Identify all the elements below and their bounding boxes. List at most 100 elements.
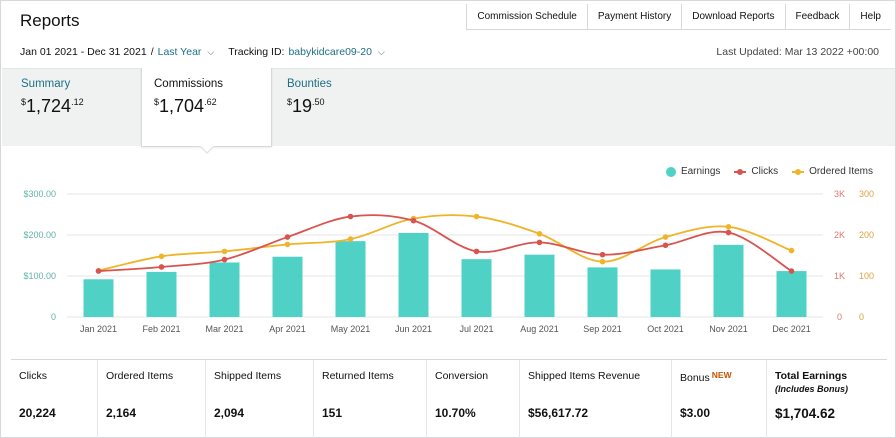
tracking-id-select[interactable]: babykidcare09-20 bbox=[288, 46, 372, 58]
left-tick-label: 0 bbox=[51, 312, 56, 322]
x-tick-label: Aug 2021 bbox=[520, 324, 559, 334]
tile-label: Commissions bbox=[154, 78, 224, 90]
ordered-items-point bbox=[284, 241, 291, 248]
metric-label: Bonus NEW bbox=[680, 370, 732, 384]
download-reports-link[interactable]: Download Reports bbox=[682, 4, 786, 29]
filter-bar: Jan 01 2021 - Dec 31 2021 / Last Year ⌵ … bbox=[20, 46, 385, 58]
chart-legend: Earnings Clicks Ordered Items bbox=[665, 166, 873, 177]
last-updated: Last Updated: Mar 13 2022 +00:00 bbox=[716, 46, 879, 58]
metric-value: $3.00 bbox=[680, 406, 711, 420]
earnings-bar bbox=[461, 259, 492, 317]
tracking-label: Tracking ID: bbox=[228, 46, 285, 58]
period-select[interactable]: Last Year bbox=[157, 46, 202, 58]
metric-returned-items: Returned Items 151 bbox=[314, 360, 427, 438]
top-links: Commission Schedule Payment History Down… bbox=[466, 4, 891, 30]
metrics-table: Clicks 20,224 Ordered Items 2,164 Shippe… bbox=[11, 359, 887, 438]
chevron-down-icon[interactable]: ⌵ bbox=[207, 46, 215, 57]
commission-schedule-link[interactable]: Commission Schedule bbox=[467, 4, 588, 29]
earnings-bar bbox=[83, 279, 114, 317]
metric-label: Ordered Items bbox=[106, 370, 174, 382]
clicks-point bbox=[284, 234, 291, 240]
clicks-point bbox=[725, 229, 732, 236]
tile-amount: $1,704.62 bbox=[154, 96, 217, 116]
metric-ordered-items: Ordered Items 2,164 bbox=[98, 360, 206, 438]
earnings-bar bbox=[650, 269, 681, 317]
ordered-items-point bbox=[158, 253, 165, 260]
metric-label: Shipped Items Revenue bbox=[528, 370, 641, 382]
legend-label: Clicks bbox=[751, 166, 779, 177]
ordered-swatch-icon bbox=[792, 167, 805, 177]
metric-value: 2,094 bbox=[214, 406, 245, 420]
legend-ordered-items[interactable]: Ordered Items bbox=[792, 166, 873, 177]
ordered-items-point bbox=[221, 248, 228, 255]
clicks-point bbox=[158, 264, 165, 270]
earnings-chart: 0 $100.00 $200.00 $300.00 0 100 200 300 0 1K 2K 3K J… bbox=[23, 189, 874, 334]
clicks-point bbox=[221, 256, 228, 263]
x-tick-label: Nov 2021 bbox=[709, 324, 748, 334]
tile-summary[interactable]: Summary $1,724.12 bbox=[9, 68, 139, 146]
right-inner-tick-label: 1K bbox=[834, 271, 845, 281]
page-title: Reports bbox=[20, 11, 80, 30]
left-tick-label: $200.00 bbox=[23, 230, 56, 240]
tile-commissions[interactable]: Commissions $1,704.62 bbox=[141, 68, 272, 147]
clicks-point bbox=[410, 217, 417, 224]
metric-value: 10.70% bbox=[435, 406, 476, 420]
clicks-point bbox=[788, 268, 795, 274]
ordered-items-point bbox=[536, 230, 543, 237]
clicks-point bbox=[599, 251, 606, 258]
x-tick-label: Dec 2021 bbox=[772, 324, 811, 334]
legend-earnings[interactable]: Earnings bbox=[665, 166, 721, 177]
legend-label: Ordered Items bbox=[809, 166, 873, 177]
right-outer-tick-label: 100 bbox=[859, 271, 874, 281]
chevron-down-icon[interactable]: ⌵ bbox=[377, 46, 385, 57]
earnings-bar bbox=[713, 244, 744, 317]
metric-conversion: Conversion 10.70% bbox=[427, 360, 520, 438]
earnings-bar bbox=[524, 254, 555, 317]
clicks-swatch-icon bbox=[734, 167, 747, 177]
tile-amount: $19.50 bbox=[287, 96, 325, 116]
metric-total-earnings: Total Earnings (Includes Bonus) $1,704.6… bbox=[767, 360, 887, 438]
tile-label: Bounties bbox=[287, 78, 332, 90]
metric-label: Shipped Items bbox=[214, 370, 282, 382]
metric-label: Total Earnings bbox=[775, 370, 848, 382]
active-tile-pointer bbox=[199, 145, 215, 154]
filter-separator: / bbox=[150, 46, 154, 58]
x-tick-label: Jan 2021 bbox=[80, 324, 117, 334]
tile-amount: $1,724.12 bbox=[21, 96, 84, 116]
metric-value: $1,704.62 bbox=[775, 406, 836, 421]
ordered-items-point bbox=[662, 234, 669, 240]
x-tick-label: Oct 2021 bbox=[647, 324, 684, 334]
earnings-bar bbox=[335, 241, 366, 317]
right-outer-tick-label: 0 bbox=[859, 312, 864, 322]
metric-shipped-revenue: Shipped Items Revenue $56,617.72 bbox=[520, 360, 672, 438]
metric-value: 20,224 bbox=[19, 406, 56, 420]
metric-label: Returned Items bbox=[322, 370, 394, 382]
help-link[interactable]: Help bbox=[860, 11, 881, 22]
payment-history-link[interactable]: Payment History bbox=[588, 4, 683, 29]
ordered-items-point bbox=[599, 258, 606, 265]
earnings-bar bbox=[146, 271, 177, 317]
clicks-point bbox=[347, 213, 354, 220]
right-outer-tick-label: 200 bbox=[859, 230, 874, 240]
ordered-items-point bbox=[473, 213, 480, 220]
earnings-bar bbox=[272, 256, 303, 317]
left-tick-label: $100.00 bbox=[23, 271, 56, 281]
x-tick-label: Jun 2021 bbox=[395, 324, 432, 334]
metric-clicks: Clicks 20,224 bbox=[11, 360, 98, 438]
legend-label: Earnings bbox=[680, 166, 721, 177]
metric-shipped-items: Shipped Items 2,094 bbox=[206, 360, 314, 438]
feedback-link[interactable]: Feedback bbox=[786, 4, 851, 29]
metric-label: Conversion bbox=[435, 370, 489, 382]
right-inner-tick-label: 0 bbox=[837, 312, 842, 322]
new-badge: NEW bbox=[711, 370, 732, 380]
date-range[interactable]: Jan 01 2021 - Dec 31 2021 bbox=[20, 46, 147, 58]
x-tick-label: Sep 2021 bbox=[583, 324, 622, 334]
metric-value: 151 bbox=[322, 406, 343, 420]
earnings-swatch-icon bbox=[665, 166, 676, 177]
metric-bonus: Bonus NEW $3.00 bbox=[672, 360, 767, 438]
metric-label: Clicks bbox=[19, 370, 47, 382]
earnings-bar bbox=[587, 267, 618, 317]
legend-clicks[interactable]: Clicks bbox=[734, 166, 778, 177]
right-inner-tick-label: 3K bbox=[834, 189, 845, 199]
tile-bounties[interactable]: Bounties $19.50 bbox=[275, 68, 405, 146]
